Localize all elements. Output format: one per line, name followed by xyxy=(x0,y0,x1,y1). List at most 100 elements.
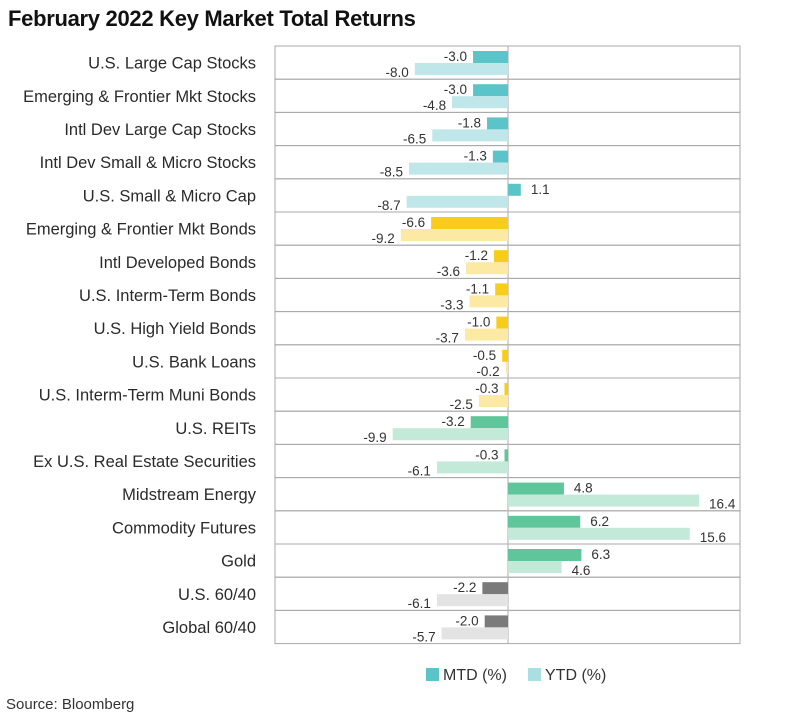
value-label-ytd: 15.6 xyxy=(700,530,726,545)
category-label: Emerging & Frontier Mkt Stocks xyxy=(23,88,256,106)
value-label-ytd: -5.7 xyxy=(412,629,435,644)
category-label: U.S. High Yield Bonds xyxy=(94,320,256,338)
value-label-ytd: -6.1 xyxy=(408,596,431,611)
bar-mtd xyxy=(473,84,508,97)
value-label-ytd: -3.6 xyxy=(437,264,460,279)
bar-mtd xyxy=(508,183,521,196)
value-label-mtd: -1.8 xyxy=(458,115,481,130)
category-labels: U.S. Large Cap Stocks Emerging & Frontier… xyxy=(23,55,257,637)
category-label: U.S. REITs xyxy=(175,420,256,438)
category-label: Intl Developed Bonds xyxy=(99,254,256,272)
bar-ytd xyxy=(505,361,508,374)
value-label-mtd: 6.2 xyxy=(590,514,609,529)
value-label-mtd: -6.6 xyxy=(402,215,425,230)
value-label-ytd: -2.5 xyxy=(450,397,473,412)
bar-mtd xyxy=(495,283,508,296)
bar-ytd xyxy=(464,328,508,341)
bar-ytd xyxy=(441,627,508,640)
category-label: U.S. Interm-Term Muni Bonds xyxy=(39,387,256,405)
value-label-mtd: -1.2 xyxy=(465,248,488,263)
bar-mtd xyxy=(473,51,508,63)
bar-mtd xyxy=(496,316,508,329)
value-label-ytd: 4.6 xyxy=(572,563,591,578)
value-label-mtd: 1.1 xyxy=(531,182,550,197)
bar-mtd xyxy=(484,615,508,628)
legend-swatch xyxy=(426,668,439,681)
category-label: U.S. 60/40 xyxy=(178,586,256,604)
chart-title: February 2022 Key Market Total Returns xyxy=(8,6,416,31)
category-label: U.S. Large Cap Stocks xyxy=(88,55,256,73)
bar-ytd xyxy=(408,162,508,175)
value-label-ytd: -8.5 xyxy=(380,165,403,180)
value-label-mtd: -0.3 xyxy=(475,381,498,396)
bar-ytd xyxy=(508,561,562,573)
category-label: Emerging & Frontier Mkt Bonds xyxy=(26,221,256,239)
value-label-ytd: -4.8 xyxy=(423,98,446,113)
legend-swatch xyxy=(528,668,541,681)
bar-mtd xyxy=(504,449,508,462)
legend-label: YTD (%) xyxy=(545,667,606,684)
value-label-mtd: -1.3 xyxy=(464,149,487,164)
bar-ytd xyxy=(406,195,508,208)
value-label-ytd: -6.1 xyxy=(408,463,431,478)
source-note: Source: Bloomberg xyxy=(6,696,135,713)
bar-ytd xyxy=(469,295,508,308)
value-label-mtd: -3.0 xyxy=(444,49,467,64)
legend-label: MTD (%) xyxy=(443,667,507,684)
value-label-ytd: -0.2 xyxy=(476,364,499,379)
category-label: Intl Dev Large Cap Stocks xyxy=(64,121,256,139)
bar-mtd xyxy=(502,349,508,362)
value-label-ytd: -9.2 xyxy=(372,231,395,246)
value-label-mtd: 4.8 xyxy=(574,481,593,496)
bar-mtd xyxy=(504,383,508,395)
category-label: Gold xyxy=(221,553,256,571)
value-labels: -3.0-8.0-3.0-4.8-1.8-6.5-1.3-8.51.1-8.7-… xyxy=(363,49,735,644)
category-label: Global 60/40 xyxy=(162,619,256,637)
value-label-mtd: -0.3 xyxy=(475,447,498,462)
bar-ytd xyxy=(466,262,508,275)
legend: MTD (%) YTD (%) xyxy=(426,667,606,684)
value-label-ytd: -9.9 xyxy=(363,430,386,445)
value-label-mtd: -0.5 xyxy=(473,348,496,363)
category-label: Ex U.S. Real Estate Securities xyxy=(33,453,256,471)
bar-mtd xyxy=(482,582,508,595)
bar-ytd xyxy=(478,395,508,407)
value-label-mtd: -1.0 xyxy=(467,315,490,330)
value-label-ytd: -6.5 xyxy=(403,131,426,146)
bar-ytd xyxy=(432,129,508,142)
bar-ytd xyxy=(508,494,700,507)
category-label: Intl Dev Small & Micro Stocks xyxy=(40,154,256,172)
bar-mtd xyxy=(470,416,508,429)
bar-mtd xyxy=(508,515,581,528)
value-label-mtd: -2.2 xyxy=(453,580,476,595)
value-label-ytd: -3.3 xyxy=(440,297,463,312)
bar-mtd xyxy=(487,117,508,130)
value-label-mtd: 6.3 xyxy=(591,547,610,562)
bar-ytd xyxy=(508,527,690,540)
bar-mtd xyxy=(508,549,582,561)
bar-mtd xyxy=(494,250,508,263)
bar-ytd xyxy=(392,428,508,441)
category-label: U.S. Bank Loans xyxy=(132,353,256,371)
category-label: Commodity Futures xyxy=(112,519,256,537)
value-label-mtd: -3.2 xyxy=(441,414,464,429)
category-label: Midstream Energy xyxy=(122,486,257,504)
value-label-mtd: -3.0 xyxy=(444,82,467,97)
bar-mtd xyxy=(431,217,508,229)
bar-mtd xyxy=(492,150,508,163)
value-label-mtd: -2.0 xyxy=(455,613,478,628)
bar-ytd xyxy=(400,229,508,241)
category-label: U.S. Small & Micro Cap xyxy=(83,187,256,205)
bar-ytd xyxy=(436,461,508,474)
bar-ytd xyxy=(436,594,508,607)
value-label-ytd: -8.7 xyxy=(377,198,400,213)
value-label-ytd: 16.4 xyxy=(709,497,736,512)
value-label-ytd: -8.0 xyxy=(386,65,409,80)
bar-ytd xyxy=(452,96,508,109)
value-label-mtd: -1.1 xyxy=(466,281,489,296)
bar-mtd xyxy=(508,482,564,495)
chart-bars xyxy=(392,51,700,640)
chart-rows xyxy=(274,45,741,645)
category-label: U.S. Interm-Term Bonds xyxy=(79,287,256,305)
